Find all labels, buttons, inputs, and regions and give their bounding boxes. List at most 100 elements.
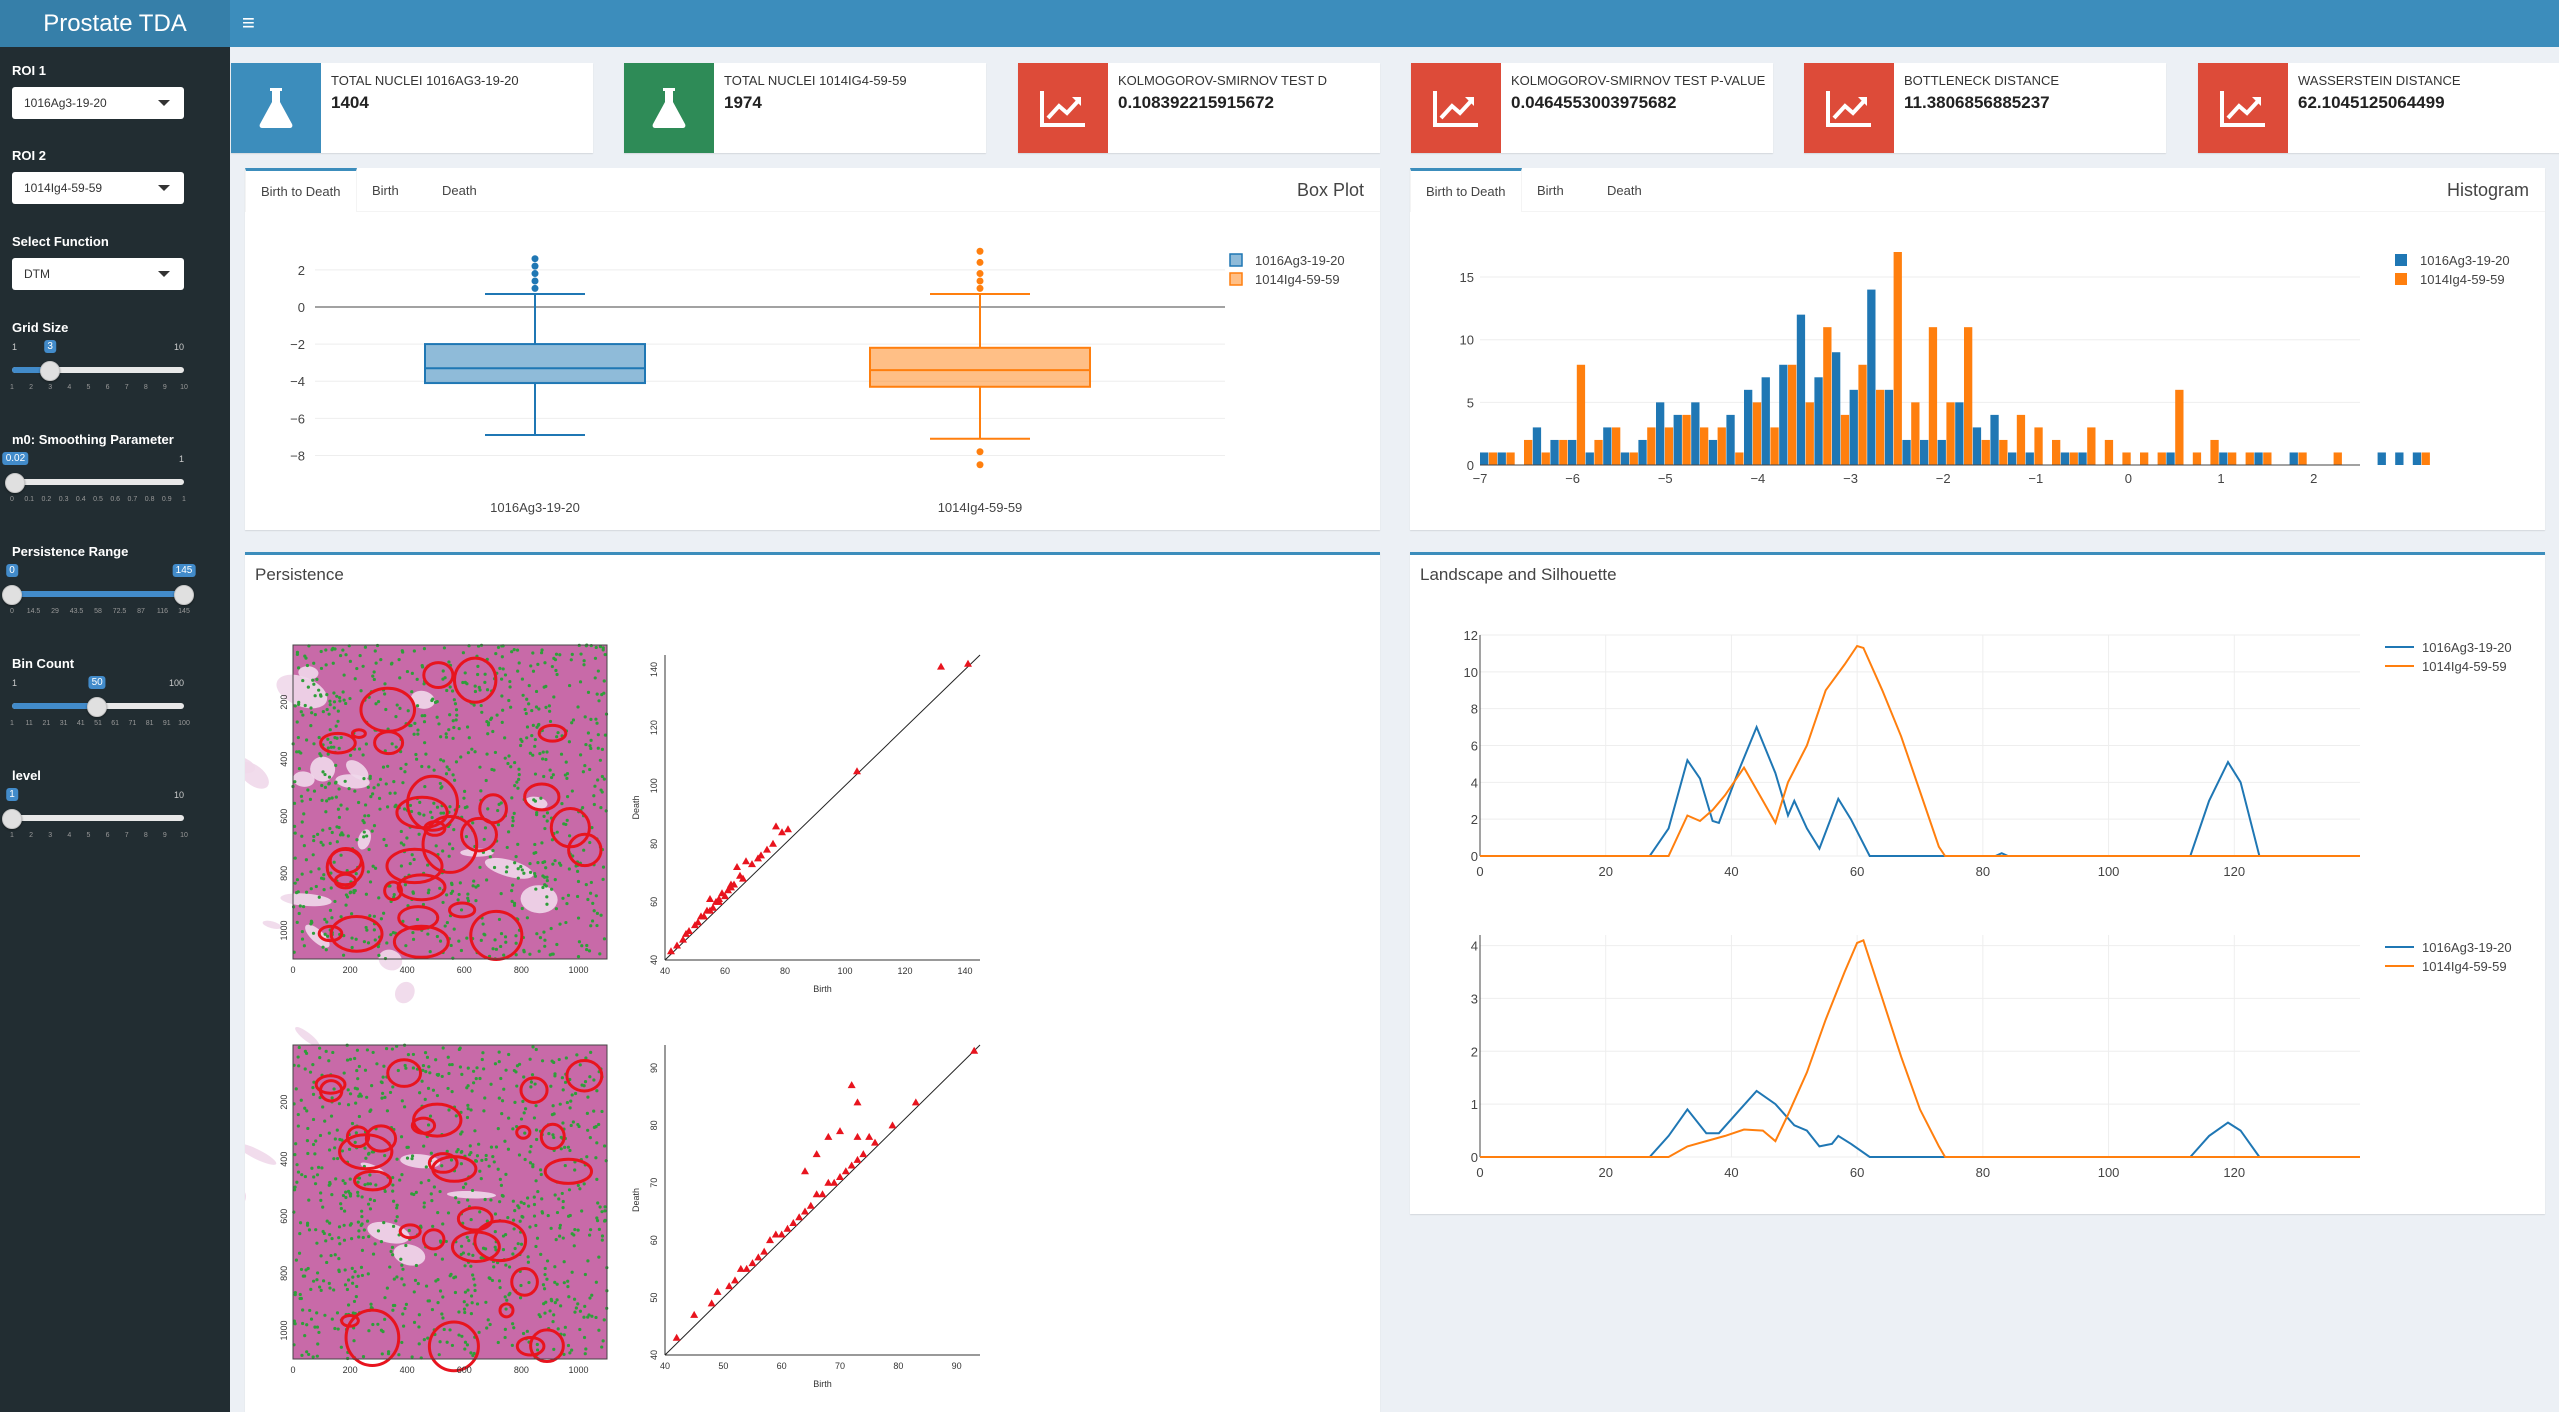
histogram-bar[interactable] (2140, 452, 2149, 465)
histogram-bar[interactable] (1770, 427, 1779, 465)
histogram-bar[interactable] (2008, 452, 2017, 465)
persistence-point[interactable] (739, 874, 747, 882)
tab-birth[interactable]: Birth (1537, 182, 1564, 198)
persistence-point[interactable] (853, 767, 861, 775)
persistence-point[interactable] (853, 1132, 862, 1140)
tab-birth[interactable]: Birth (372, 182, 399, 198)
persistence-point[interactable] (731, 1276, 739, 1284)
histogram-bar[interactable] (1964, 327, 1973, 465)
histogram-bar[interactable] (1585, 452, 1594, 465)
histogram-bar[interactable] (1620, 452, 1630, 465)
histogram-bar[interactable] (1928, 327, 1938, 465)
persistence-point[interactable] (783, 1224, 792, 1232)
persistence-point[interactable] (769, 839, 777, 847)
slider-handle-low[interactable] (2, 585, 22, 605)
persistence-point[interactable] (748, 860, 756, 868)
grid-size-slider[interactable]: 1 10 3 1 2 3 4 5 6 7 8 9 10 (10, 334, 188, 394)
histogram-bar[interactable] (1752, 402, 1762, 465)
persistence-point[interactable] (694, 918, 702, 926)
persistence-point[interactable] (733, 863, 741, 871)
histogram-bar[interactable] (2254, 452, 2263, 465)
histogram-bar[interactable] (1532, 427, 1542, 465)
histogram-bar[interactable] (2228, 452, 2237, 465)
persistence-point[interactable] (760, 1247, 769, 1255)
box-iqr[interactable] (424, 343, 646, 385)
histogram-bar[interactable] (1691, 402, 1700, 465)
histogram-bar[interactable] (2166, 452, 2175, 465)
box-outlier[interactable] (531, 255, 539, 263)
persistence-point[interactable] (757, 851, 765, 859)
histogram-bar[interactable] (2245, 452, 2254, 465)
histogram-bar[interactable] (2069, 452, 2078, 465)
box-outlier[interactable] (976, 277, 984, 285)
persistence-point[interactable] (673, 941, 681, 949)
persistence-point[interactable] (713, 1287, 722, 1295)
persistence-point[interactable] (836, 1127, 844, 1135)
histogram-bar[interactable] (1568, 439, 1577, 465)
m0-slider[interactable]: 1 0.02 0 0.1 0.2 0.3 0.4 0.5 0.6 0.7 0.8 0.9 1 (2, 446, 186, 506)
histogram-bar[interactable] (1840, 414, 1850, 465)
histogram-bar[interactable] (1911, 402, 1920, 465)
slider-handle[interactable] (40, 361, 61, 381)
histogram-bar[interactable] (1981, 439, 1990, 465)
histogram-bar[interactable] (1946, 402, 1955, 465)
roi1-select[interactable]: 1016Ag3-19-20 (12, 87, 184, 119)
bin-count-slider[interactable]: 1 100 50 1 11 21 31 41 51 61 71 81 91 100 (10, 670, 190, 730)
series-line[interactable] (1480, 644, 2360, 857)
function-select[interactable]: DTM (12, 258, 184, 290)
persistence-point[interactable] (685, 926, 693, 934)
box-outlier[interactable] (531, 284, 539, 292)
persistence-point[interactable] (806, 1201, 815, 1209)
histogram-bar[interactable] (1955, 402, 1964, 465)
persistence-point[interactable] (847, 1161, 856, 1169)
legend-label[interactable]: 1014Ig4-59-59 (2422, 659, 2507, 674)
persistence-point[interactable] (742, 1264, 751, 1272)
persistence-point[interactable] (742, 857, 750, 865)
histogram-bar[interactable] (1761, 377, 1770, 465)
legend-label[interactable]: 1014Ig4-59-59 (2420, 272, 2505, 287)
persistence-point[interactable] (789, 1218, 798, 1226)
persistence-point[interactable] (801, 1167, 809, 1175)
app-title[interactable]: Prostate TDA (0, 0, 230, 47)
histogram-bar[interactable] (1726, 414, 1735, 465)
persistence-point[interactable] (836, 1173, 844, 1181)
persistence-point[interactable] (766, 1236, 774, 1244)
histogram-bar[interactable] (2192, 452, 2202, 465)
histogram-bar[interactable] (1541, 452, 1550, 465)
persistence-point[interactable] (715, 897, 723, 905)
histogram-bar[interactable] (2395, 452, 2404, 465)
histogram-bar[interactable] (1673, 414, 1682, 465)
legend-label[interactable]: 1014Ig4-59-59 (2422, 959, 2507, 974)
histogram-bar[interactable] (1603, 427, 1612, 465)
histogram-bar[interactable] (1867, 289, 1876, 465)
histogram-bar[interactable] (1550, 439, 1559, 465)
box-iqr[interactable] (869, 346, 1091, 388)
persistence-point[interactable] (667, 947, 675, 955)
persistence-point[interactable] (690, 1310, 699, 1318)
histogram-bar[interactable] (1814, 377, 1823, 465)
legend-label[interactable]: 1014Ig4-59-59 (1255, 272, 1340, 287)
histogram-bar[interactable] (2219, 452, 2228, 465)
persistence-range-slider[interactable]: 0 145 0 14.5 29 43.5 58 72.5 87 116 145 (2, 558, 196, 618)
persistence-point[interactable] (771, 1230, 780, 1238)
histogram-bar[interactable] (1647, 427, 1656, 465)
box-outlier[interactable] (976, 284, 984, 292)
histogram-bar[interactable] (1893, 252, 1902, 465)
histogram-bar[interactable] (1664, 427, 1674, 465)
histogram-bar[interactable] (1972, 427, 1982, 465)
persistence-point[interactable] (777, 1230, 786, 1238)
persistence-point[interactable] (727, 883, 735, 891)
histogram-bar[interactable] (2210, 439, 2219, 465)
persistence-point[interactable] (721, 892, 729, 900)
histogram-bar[interactable] (1717, 427, 1726, 465)
histogram-bar[interactable] (1858, 364, 1867, 465)
histogram-bar[interactable] (1849, 389, 1858, 465)
hamburger-icon[interactable]: ≡ (242, 10, 255, 35)
histogram-bar[interactable] (1594, 439, 1603, 465)
histogram-bar[interactable] (1576, 364, 1586, 465)
histogram-bar[interactable] (2060, 452, 2070, 465)
persistence-point[interactable] (754, 1253, 763, 1261)
legend-label[interactable]: 1016Ag3-19-20 (1255, 253, 1345, 268)
series-line[interactable] (1480, 938, 2360, 1158)
persistence-point[interactable] (795, 1213, 804, 1221)
